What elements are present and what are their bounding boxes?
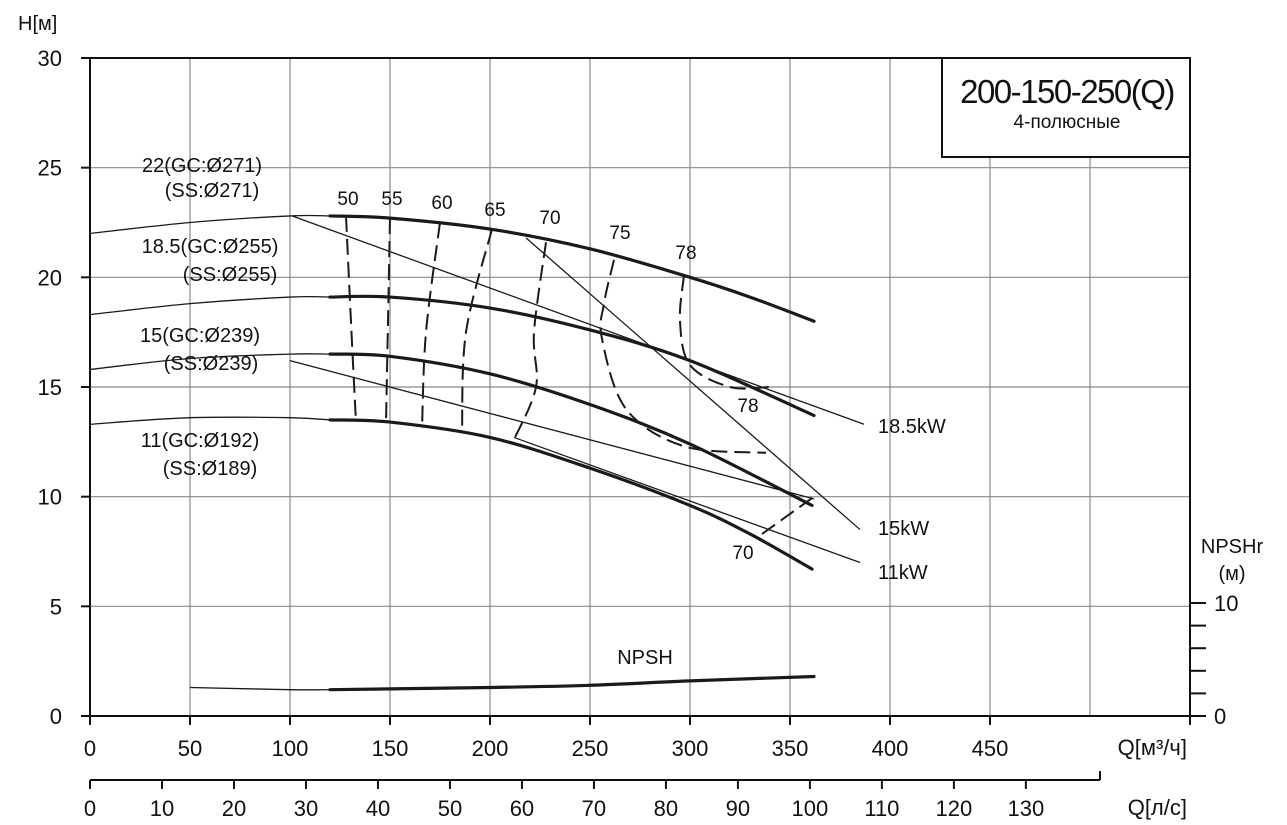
efficiency-line-60-2 (421, 222, 441, 429)
x2-tick-label-130: 130 (1008, 796, 1045, 821)
y-tick-label-20: 20 (38, 265, 62, 290)
npsh-label: NPSH (617, 647, 673, 669)
efficiency-label-78-right: 78 (737, 396, 758, 417)
npsh-curve (328, 674, 816, 692)
curve-label-18-5: 18.5(GC:Ø255) (142, 236, 279, 258)
power-line-18.5kW (291, 215, 865, 425)
y-tick-label-5: 5 (50, 594, 62, 619)
x2-axis-label: Q[л/с] (1128, 795, 1187, 820)
x2-tick-label-80: 80 (654, 796, 678, 821)
y2-axis-unit: (м) (1218, 563, 1245, 585)
title-box: 200-150-250(Q) 4-полюсные (941, 57, 1191, 158)
efficiency-line-75-5 (599, 259, 767, 454)
head-curve-ext-0 (89, 214, 331, 235)
x2-tick-label-0: 0 (84, 796, 96, 821)
efficiency-label-75: 75 (609, 223, 630, 244)
power-line-11kW (513, 436, 861, 564)
x-tick-label-150: 150 (372, 736, 409, 761)
x2-tick-label-50: 50 (438, 796, 462, 821)
chart-subtitle: 4-полюсные (1014, 112, 1121, 133)
y-tick-label-0: 0 (50, 704, 62, 729)
labels: 22(GC:Ø271) (SS:Ø271) 18.5(GC:Ø255) (SS:… (140, 155, 946, 669)
y-tick-label-30: 30 (38, 46, 62, 71)
head-curve-3 (328, 418, 814, 571)
head-curve-ext-3 (89, 416, 331, 425)
curve-label-11-ss: (SS:Ø189) (163, 458, 257, 480)
power-line-15kW-b (289, 360, 815, 500)
head-curve-1 (328, 294, 816, 418)
head-curve-2 (328, 352, 814, 508)
efficiency-line-55-1 (385, 218, 391, 423)
x-tick-label-200: 200 (472, 736, 509, 761)
efficiency-label-70-top: 70 (539, 208, 560, 229)
x2-tick-label-30: 30 (294, 796, 318, 821)
efficiency-line-50-0 (345, 215, 357, 423)
efficiency-line-70-7 (761, 495, 815, 535)
x2-tick-label-110: 110 (864, 796, 899, 821)
curve-label-18-5-ss: (SS:Ø255) (183, 264, 277, 286)
x-tick-label-400: 400 (872, 736, 909, 761)
npsh-curve-ext (189, 686, 331, 691)
x2-tick-label-70: 70 (582, 796, 606, 821)
x2-tick-label-40: 40 (366, 796, 390, 821)
x-axis-label: Q[м³/ч] (1118, 735, 1187, 760)
efficiency-line-70-4 (513, 242, 547, 441)
efficiency-label-50: 50 (337, 189, 358, 210)
x-tick-label-450: 450 (972, 736, 1009, 761)
efficiency-label-60: 60 (431, 193, 452, 214)
y2-tick-label-0: 0 (1214, 704, 1226, 729)
power-label-11kw: 11kW (878, 562, 928, 584)
y-tick-label-10: 10 (38, 485, 62, 510)
y-tick-label-15: 15 (38, 375, 62, 400)
tick-labels: 0 50 100 150 200 250 300 350 400 4500510152025300… (38, 46, 1239, 821)
efficiency-line-65-3 (461, 228, 493, 434)
x-tick-label-250: 250 (572, 736, 609, 761)
curve-label-22: 22(GC:Ø271) (142, 155, 262, 177)
title-box-frame (941, 57, 1191, 158)
curve-label-22-ss: (SS:Ø271) (165, 180, 259, 202)
x2-tick-label-120: 120 (936, 796, 973, 821)
curve-label-15: 15(GC:Ø239) (140, 325, 260, 347)
x-tick-label-350: 350 (772, 736, 809, 761)
chart-title: 200-150-250(Q) (960, 73, 1174, 110)
y2-tick-label-10: 10 (1214, 591, 1238, 616)
x2-tick-label-20: 20 (222, 796, 246, 821)
y-axis-label: H[м] (18, 13, 57, 35)
y2-axis-label: NPSHr (1201, 536, 1264, 558)
efficiency-label-70-bottom: 70 (732, 543, 753, 564)
efficiency-label-65: 65 (484, 200, 505, 221)
y-tick-label-25: 25 (38, 156, 62, 181)
x-tick-label-300: 300 (672, 736, 709, 761)
head-curve-ext-2 (89, 353, 331, 371)
head-curve-ext-1 (89, 295, 331, 316)
x-tick-label-0: 0 (84, 736, 96, 761)
x2-tick-label-10: 10 (150, 796, 174, 821)
x2-tick-label-100: 100 (792, 796, 829, 821)
curves (89, 214, 865, 692)
x-tick-label-50: 50 (178, 736, 202, 761)
x2-tick-label-90: 90 (726, 796, 750, 821)
power-label-15kw: 15kW (878, 518, 929, 540)
efficiency-label-55: 55 (381, 189, 402, 210)
efficiency-line-78-6 (678, 275, 771, 390)
curve-label-15-ss: (SS:Ø239) (164, 353, 258, 375)
efficiency-label-78-top: 78 (675, 243, 696, 264)
x-tick-label-100: 100 (272, 736, 309, 761)
curve-label-11: 11(GC:Ø192) (141, 430, 260, 452)
power-line-15kW (525, 237, 861, 531)
grid (90, 58, 1190, 716)
power-label-18-5kw: 18.5kW (878, 416, 946, 438)
x2-tick-label-60: 60 (510, 796, 534, 821)
head-curve-0 (328, 214, 816, 323)
